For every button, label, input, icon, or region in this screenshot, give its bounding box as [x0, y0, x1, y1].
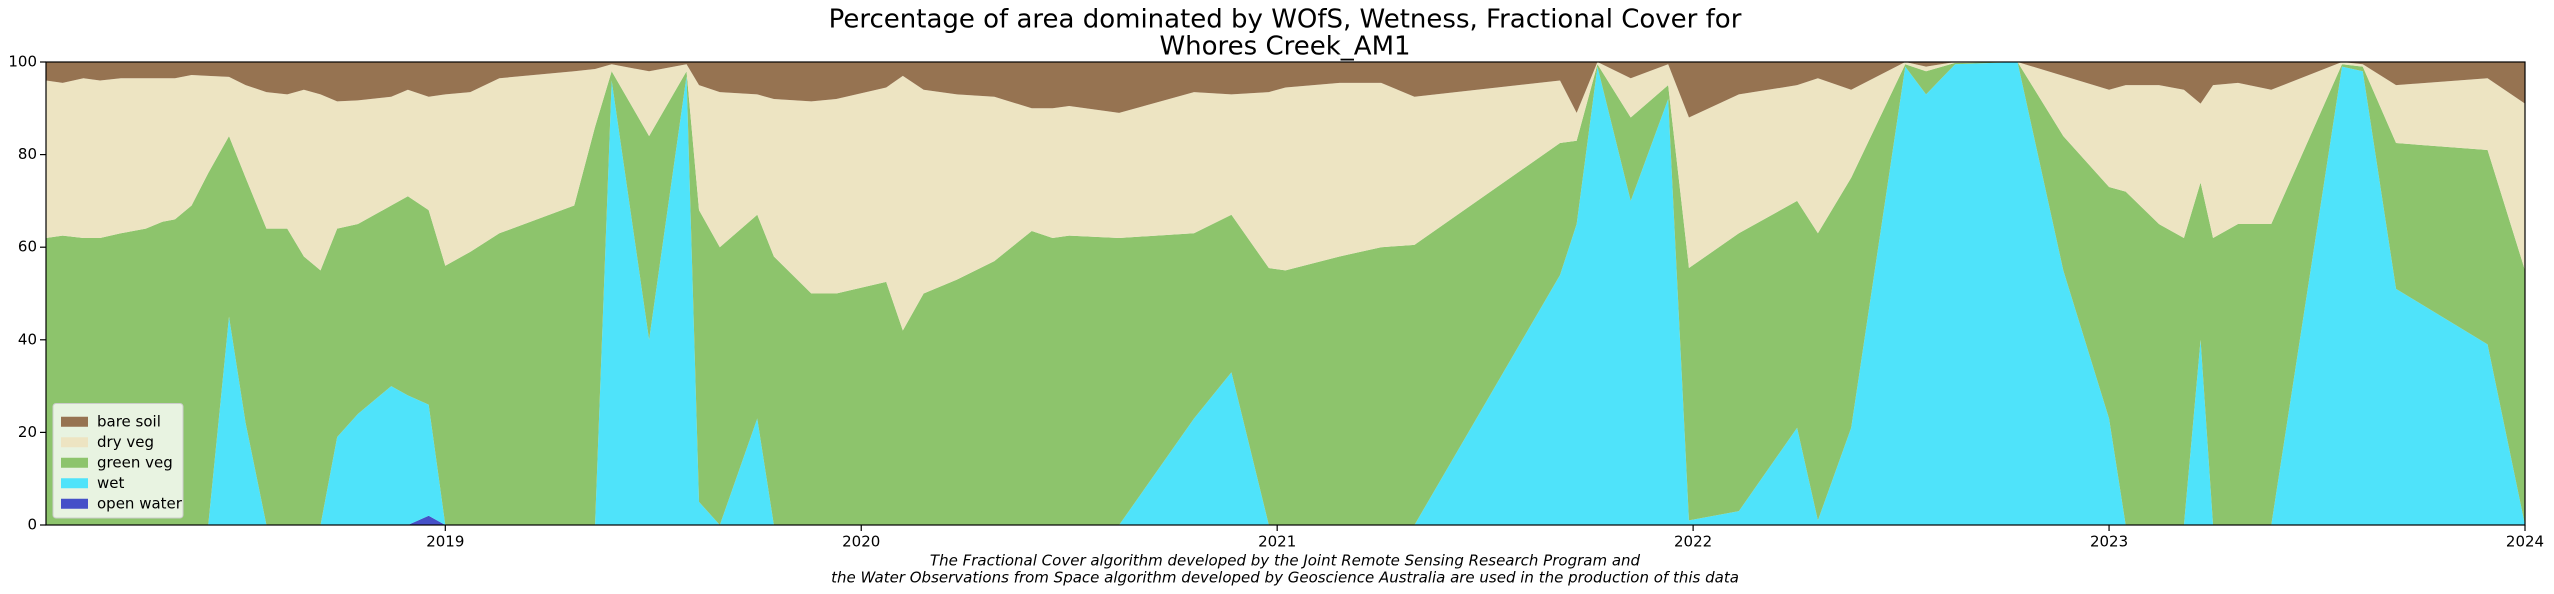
- legend-swatch: [61, 498, 88, 509]
- legend-label: wet: [97, 474, 124, 492]
- legend-swatch: [61, 416, 88, 427]
- y-tick-label: 20: [18, 423, 37, 441]
- legend-label: bare soil: [97, 412, 161, 430]
- x-tick-label: 2019: [426, 533, 464, 551]
- x-tick-label: 2020: [842, 533, 880, 551]
- footnote: The Fractional Cover algorithm developed…: [930, 552, 1641, 570]
- x-tick-label: 2021: [1258, 533, 1296, 551]
- x-tick-label: 2024: [2506, 533, 2544, 551]
- legend: bare soil dry veg green veg wet open water: [52, 403, 184, 519]
- legend-label: open water: [97, 494, 183, 512]
- plot-frame: [45, 61, 2526, 526]
- legend-label: green veg: [97, 453, 173, 471]
- legend-label: dry veg: [97, 433, 154, 451]
- legend-box: [52, 403, 184, 519]
- area: [46, 62, 2525, 525]
- area: [46, 62, 2525, 118]
- legend-swatch: [61, 478, 88, 489]
- legend-swatch: [61, 437, 88, 448]
- y-tick-label: 100: [8, 53, 37, 71]
- chart-subtitle: Whores Creek_AM1: [1159, 32, 1410, 62]
- x-tick-label: 2023: [2090, 533, 2128, 551]
- y-tick-label: 40: [18, 330, 37, 348]
- footnote: the Water Observations from Space algori…: [831, 569, 1739, 587]
- x-tick-label: 2022: [1674, 533, 1712, 551]
- area: [46, 62, 2525, 525]
- area: [46, 62, 2525, 331]
- legend-swatch: [61, 457, 88, 468]
- chart-title: Percentage of area dominated by WOfS, We…: [829, 5, 1742, 35]
- y-tick-label: 0: [27, 516, 37, 534]
- y-tick-label: 60: [18, 238, 37, 256]
- y-tick-label: 80: [18, 145, 37, 163]
